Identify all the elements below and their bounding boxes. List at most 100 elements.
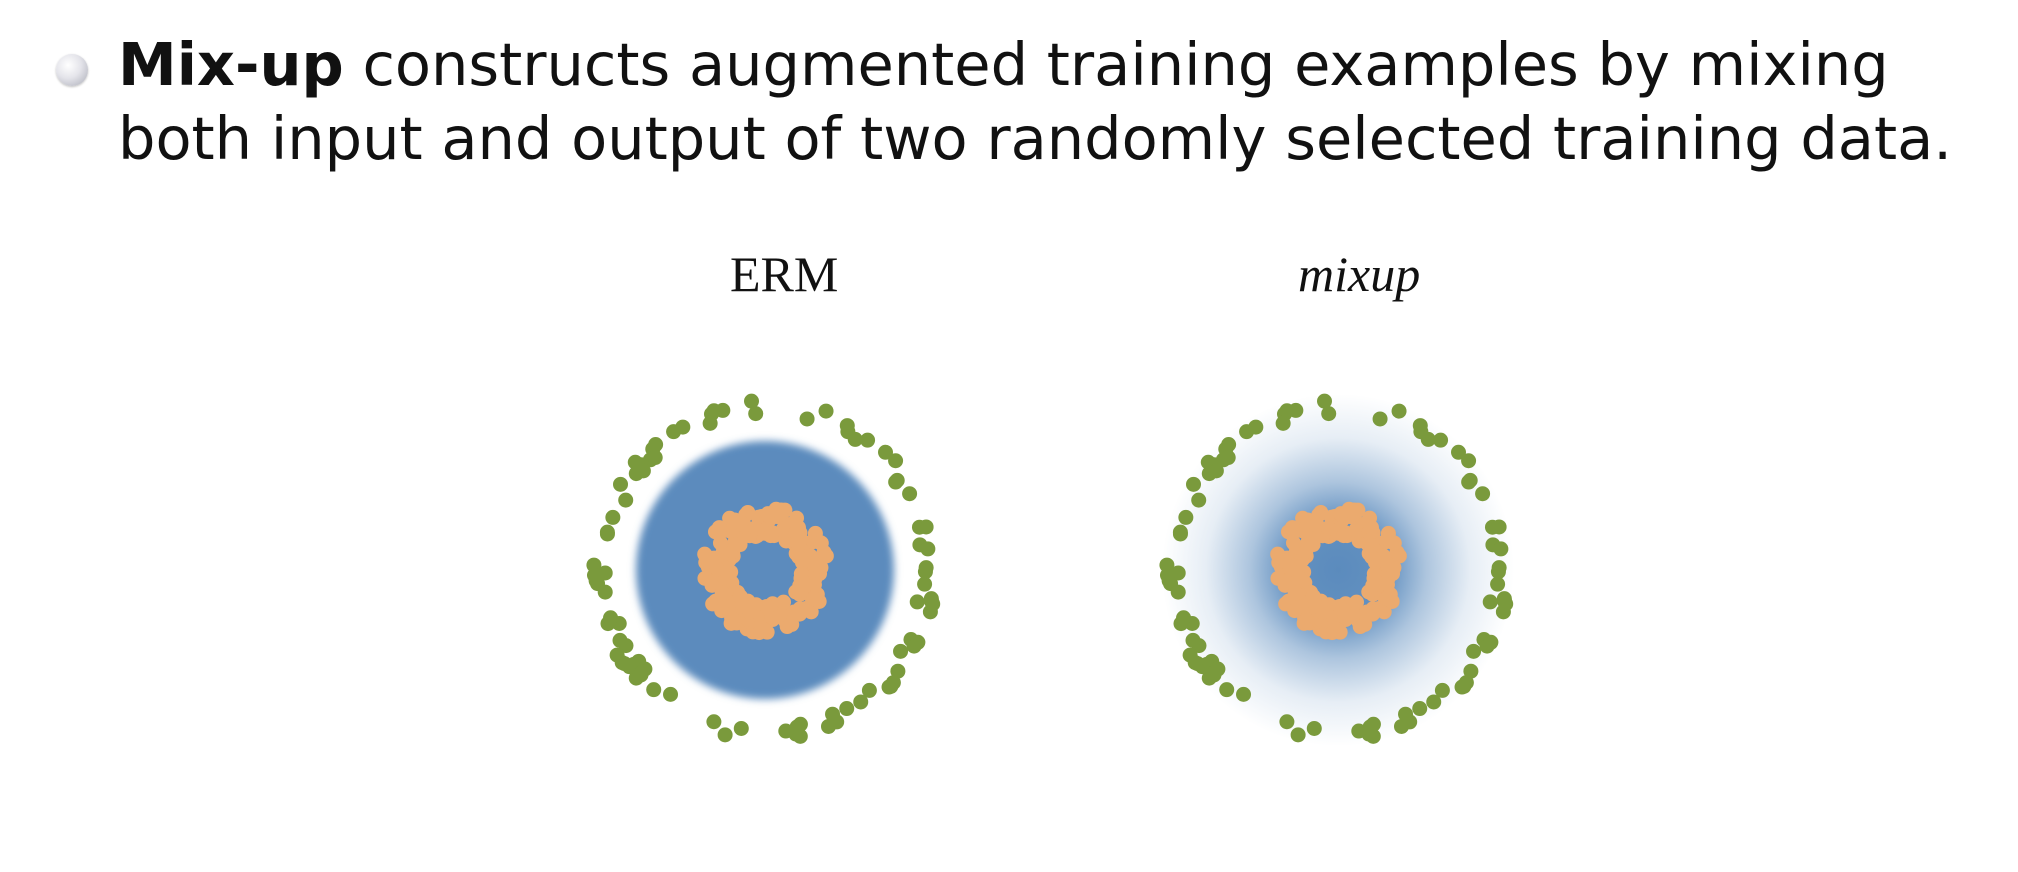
outer-point [603,610,619,626]
outer-point [1317,393,1333,409]
outer-point [920,541,936,557]
inner-point [813,560,829,576]
outer-point [748,406,764,422]
outer-point [1219,682,1235,698]
inner-point [714,603,730,619]
outer-point [1433,432,1449,448]
inner-point [1284,525,1300,541]
outer-point [1412,418,1428,434]
outer-point [1172,524,1188,540]
inner-point [1326,622,1342,638]
outer-point [910,634,926,650]
outer-point [1185,632,1201,648]
inner-point [760,506,776,522]
outer-point [1220,450,1236,466]
inner-point [747,520,763,536]
inner-point [1391,548,1407,564]
outer-point [605,509,621,525]
inner-point [711,525,727,541]
bullet-text: Mix-up constructs augmented training exa… [118,28,1978,176]
outer-point [1186,476,1202,492]
outer-point [612,632,628,648]
inner-point [714,585,730,601]
inner-point [1357,616,1373,632]
outer-point [1248,419,1264,435]
inner-point [1345,503,1361,519]
outer-point [1426,694,1442,710]
outer-point [717,727,733,743]
outer-point [1290,727,1306,743]
outer-point [909,594,925,610]
outer-point [1351,723,1367,739]
inner-point [1306,514,1322,530]
outer-point [778,723,794,739]
outer-point [1434,682,1450,698]
outer-point [1236,686,1252,702]
outer-point [1279,403,1295,419]
inner-point [806,591,822,607]
outer-point [706,714,722,730]
outer-point [860,432,876,448]
outer-point [1412,701,1428,717]
outer-point [635,463,651,479]
inner-point [763,528,779,544]
inner-point [776,594,792,610]
outer-point [1461,453,1477,469]
inner-point [1386,560,1402,576]
inner-point [1333,506,1349,522]
outer-point [597,584,613,600]
outer-point [675,419,691,435]
outer-point [902,486,918,502]
outer-point [1210,661,1226,677]
outer-point [825,706,841,722]
outer-point [1493,541,1509,557]
inner-point [753,622,769,638]
inner-point [1363,520,1379,536]
inner-point [812,535,828,551]
outer-point [1176,610,1192,626]
inner-point [1314,604,1330,620]
outer-point [917,564,933,580]
outer-point [648,437,664,453]
outer-point [917,576,933,592]
inner-point [1277,577,1293,593]
outer-point [818,403,834,419]
inner-point [1359,604,1375,620]
outer-point [1496,591,1512,607]
inner-point [772,503,788,519]
inner-point [1305,589,1321,605]
outer-point [1321,406,1337,422]
inner-point [1365,578,1381,594]
outer-point [893,643,909,659]
bullet-icon [56,54,88,86]
inner-point [1336,528,1352,544]
outer-point [609,647,625,663]
outer-point [889,472,905,488]
outer-point [1208,463,1224,479]
outer-point [918,519,934,535]
inner-point [1345,607,1361,623]
inner-point [697,546,713,562]
outer-point [839,701,855,717]
outer-point [706,403,722,419]
outer-point [1159,567,1175,583]
outer-point [1491,519,1507,535]
outer-point [744,393,760,409]
inner-point [1332,598,1348,614]
outer-point [637,661,653,677]
inner-point [784,616,800,632]
inner-point [732,589,748,605]
mixup-plot [1159,393,1515,747]
outer-point [1458,675,1474,691]
inner-point [792,578,808,594]
comparison-figure: ERM mixup [530,230,1640,840]
outer-point [885,675,901,691]
outer-point [1178,509,1194,525]
inner-point [759,598,775,614]
inner-point [786,604,802,620]
erm-title: ERM [730,246,839,302]
outer-point [1482,594,1498,610]
outer-point [888,453,904,469]
outer-point [1475,486,1491,502]
outer-point [839,418,855,434]
